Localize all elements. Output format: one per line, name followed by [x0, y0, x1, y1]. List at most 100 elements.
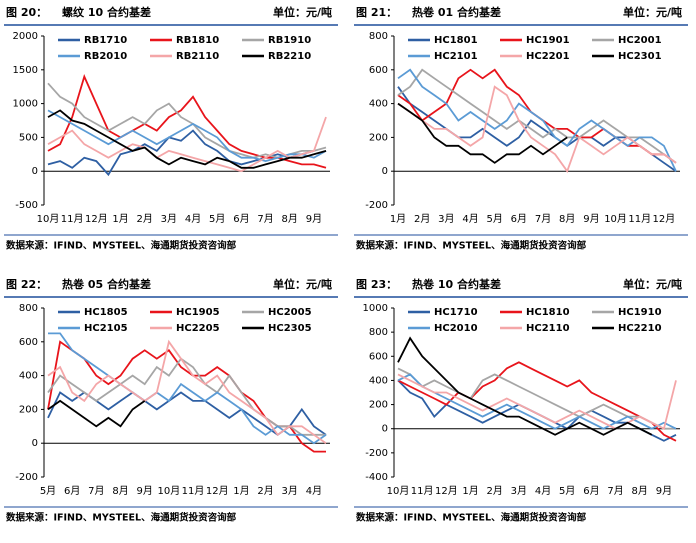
- y-tick-label: 0: [382, 166, 388, 177]
- y-tick-label: 2000: [13, 31, 38, 42]
- legend-label: RB2010: [84, 51, 127, 62]
- y-tick-label: -200: [365, 448, 388, 459]
- series-line: [47, 116, 327, 173]
- y-tick-label: 200: [369, 400, 388, 411]
- series-line: [47, 399, 146, 428]
- legend-label: HC2101: [434, 51, 478, 62]
- legend-label: HC1710: [434, 307, 478, 318]
- y-tick-label: -400: [365, 472, 388, 483]
- chart-title: 螺纹 10 合约基差: [62, 5, 151, 19]
- unit: 单位：元/吨: [273, 277, 332, 291]
- x-tick-label: 5月: [487, 213, 503, 225]
- x-tick-label: 2月: [414, 213, 430, 225]
- y-tick-label: 800: [369, 31, 388, 42]
- y-tick-label: 800: [19, 303, 38, 314]
- y-tick-label: 0: [32, 438, 38, 449]
- x-tick-label: 4月: [462, 213, 478, 225]
- chart-title: 热卷 01 合约基差: [412, 5, 501, 19]
- x-tick-label: 11月: [61, 213, 84, 225]
- x-tick-label: 8月: [632, 485, 648, 497]
- x-tick-label: 9月: [137, 485, 153, 497]
- legend-label: HC2301: [618, 51, 662, 62]
- legend-label: HC1905: [176, 307, 220, 318]
- x-tick-label: 7月: [88, 485, 104, 497]
- x-tick-label: 8月: [112, 485, 128, 497]
- unit: 单位：元/吨: [623, 5, 682, 19]
- series-line: [397, 85, 677, 174]
- source: 数据来源：IFIND、MYSTEEL、海通期货投资咨询部: [355, 512, 587, 524]
- series-line: [397, 361, 677, 442]
- y-tick-label: 0: [32, 166, 38, 177]
- series-line: [47, 109, 327, 163]
- chart-title: 热卷 05 合约基差: [62, 277, 151, 291]
- y-tick-label: 1000: [13, 99, 38, 110]
- figure-number: 图 20：: [6, 6, 47, 19]
- series-line: [397, 373, 677, 430]
- series-line: [397, 102, 568, 164]
- x-tick-label: 3月: [438, 213, 454, 225]
- x-tick-label: 10月: [604, 213, 627, 225]
- figure-number: 图 23：: [356, 278, 397, 291]
- y-tick-label: 400: [369, 375, 388, 386]
- legend-label: RB2210: [268, 51, 311, 62]
- series-line: [48, 332, 327, 445]
- x-tick-label: 1月: [112, 213, 128, 225]
- legend-label: HC1910: [618, 307, 662, 318]
- x-tick-label: 4月: [306, 485, 322, 497]
- chart-title: 热卷 10 合约基差: [412, 277, 501, 291]
- y-tick-label: 1000: [363, 303, 388, 314]
- series-line: [397, 379, 677, 442]
- x-tick-label: 10月: [37, 213, 60, 225]
- x-tick-label: 10月: [387, 485, 410, 497]
- figure-number: 图 21：: [356, 6, 397, 19]
- x-tick-label: 11月: [411, 485, 434, 497]
- source: 数据来源：IFIND、MYSTEEL、海通期货投资咨询部: [355, 240, 587, 252]
- legend-label: HC1901: [526, 35, 570, 46]
- y-tick-label: 600: [19, 337, 38, 348]
- x-tick-label: 12月: [653, 213, 676, 225]
- y-tick-label: 500: [19, 132, 38, 143]
- legend-label: HC2210: [618, 323, 662, 334]
- x-tick-label: 12月: [85, 213, 108, 225]
- x-tick-label: 1月: [233, 485, 249, 497]
- x-tick-label: 10月: [158, 485, 181, 497]
- y-tick-label: -500: [15, 200, 38, 211]
- legend-label: RB2110: [176, 51, 219, 62]
- series-line: [397, 68, 677, 172]
- unit: 单位：元/吨: [273, 5, 332, 19]
- x-tick-label: 5月: [559, 485, 575, 497]
- legend-label: RB1910: [268, 35, 311, 46]
- legend-label: HC1801: [434, 35, 478, 46]
- x-tick-label: 2月: [257, 485, 273, 497]
- y-tick-label: 400: [19, 371, 38, 382]
- legend-label: HC2205: [176, 323, 220, 334]
- x-tick-label: 9月: [656, 485, 672, 497]
- legend-label: RB1710: [84, 35, 127, 46]
- x-tick-label: 9月: [306, 213, 322, 225]
- series-line: [47, 109, 327, 169]
- x-tick-label: 2月: [487, 485, 503, 497]
- series-line: [47, 129, 315, 177]
- legend-label: HC2105: [84, 323, 128, 334]
- legend-label: HC2010: [434, 323, 478, 334]
- x-tick-label: 6月: [511, 213, 527, 225]
- x-tick-label: 8月: [282, 213, 298, 225]
- y-tick-label: 600: [369, 65, 388, 76]
- x-tick-label: 5月: [40, 485, 56, 497]
- series-line: [397, 373, 677, 431]
- y-tick-label: 400: [369, 99, 388, 110]
- legend-label: HC2201: [526, 51, 570, 62]
- x-tick-label: 1月: [390, 213, 406, 225]
- y-tick-label: 800: [369, 327, 388, 338]
- source: 数据来源：IFIND、MYSTEEL、海通期货投资咨询部: [5, 512, 237, 524]
- x-tick-label: 3月: [511, 485, 527, 497]
- series-line: [397, 68, 677, 164]
- legend-label: RB1810: [176, 35, 219, 46]
- series-line: [47, 339, 327, 444]
- y-tick-label: -200: [15, 472, 38, 483]
- series-line: [47, 391, 327, 436]
- x-tick-label: 3月: [282, 485, 298, 497]
- x-tick-label: 3月: [161, 213, 177, 225]
- legend-label: HC2110: [526, 323, 570, 334]
